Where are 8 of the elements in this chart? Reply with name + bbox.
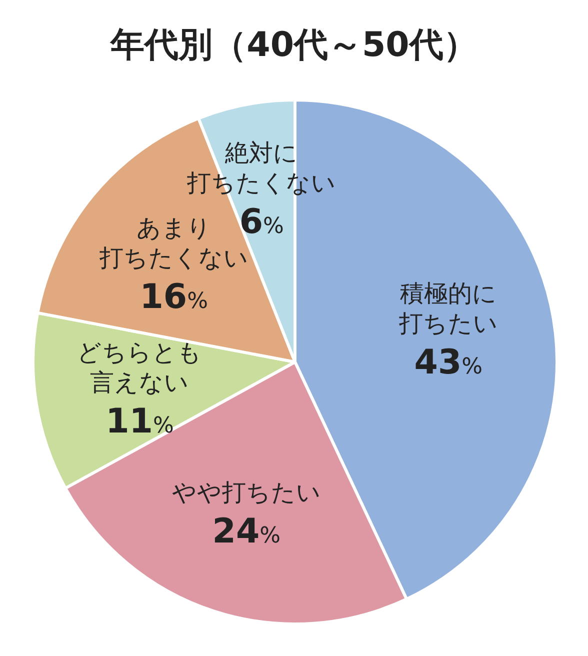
chart-title: 年代別（40代～50代） [110, 25, 478, 65]
data-label: 24% [212, 512, 281, 552]
data-label: 43% [414, 342, 483, 383]
data-label: 16% [140, 276, 208, 317]
slice-label: やや打ちたい [172, 478, 321, 507]
slice-label: どちらとも言えない [77, 338, 202, 397]
data-label: 11% [106, 402, 174, 442]
slice-label: 積極的に打ちたい [398, 280, 498, 338]
